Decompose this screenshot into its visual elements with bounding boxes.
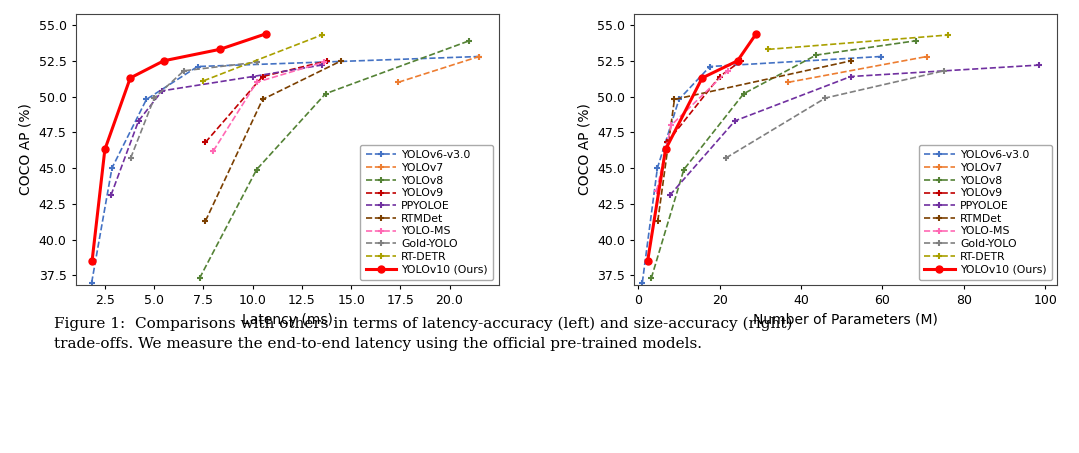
RTMDet [334, 58, 347, 63]
YOLOv6-v3.0 [106, 165, 119, 171]
Line: YOLOv7: YOLOv7 [784, 53, 930, 86]
YOLOv10 (Ours) [696, 75, 709, 81]
YOLO-MS [207, 148, 220, 154]
Line: RTMDet: RTMDet [202, 58, 345, 225]
PPYOLOE [105, 193, 118, 198]
Gold-YOLO [177, 68, 190, 73]
Line: PPYOLOE: PPYOLOE [108, 62, 325, 199]
YOLOv8 [809, 53, 822, 58]
PPYOLOE [132, 118, 145, 124]
RTMDet [668, 96, 681, 102]
X-axis label: Latency (ms): Latency (ms) [242, 313, 332, 327]
Text: Figure 1:  Comparisons with others in terms of latency-accuracy (left) and size-: Figure 1: Comparisons with others in ter… [54, 317, 792, 351]
Line: RT-DETR: RT-DETR [200, 32, 325, 84]
YOLOv9 [735, 58, 748, 63]
YOLOv10 (Ours) [659, 147, 672, 152]
YOLOv7 [473, 54, 486, 59]
YOLO-MS [317, 59, 330, 65]
YOLOv7 [920, 54, 933, 59]
YOLOv10 (Ours) [260, 31, 273, 36]
RT-DETR [197, 78, 210, 83]
RTMDet [199, 218, 211, 224]
YOLOv9 [660, 140, 673, 145]
Line: YOLOv6-v3.0: YOLOv6-v3.0 [88, 53, 482, 286]
YOLOv10 (Ours) [124, 75, 137, 81]
PPYOLOE [844, 74, 857, 79]
Line: YOLOv6-v3.0: YOLOv6-v3.0 [639, 53, 885, 286]
Legend: YOLOv6-v3.0, YOLOv7, YOLOv8, YOLOv9, PPYOLOE, RTMDet, YOLO-MS, Gold-YOLO, RT-DET: YOLOv6-v3.0, YOLOv7, YOLOv8, YOLOv9, PPY… [919, 145, 1052, 280]
YOLOv10 (Ours) [214, 47, 227, 52]
YOLOv9 [322, 58, 334, 63]
YOLOv10 (Ours) [641, 258, 654, 264]
PPYOLOE [1033, 63, 1046, 68]
YOLOv6-v3.0 [140, 96, 153, 102]
YOLOv9 [199, 140, 211, 145]
YOLOv8 [645, 275, 658, 281]
Line: YOLO-MS: YOLO-MS [209, 59, 327, 154]
RT-DETR [941, 32, 954, 38]
PPYOLOE [664, 193, 677, 198]
YOLOv8 [250, 167, 263, 172]
PPYOLOE [315, 63, 328, 68]
Line: YOLOv9: YOLOv9 [202, 58, 331, 146]
Line: RTMDet: RTMDet [654, 58, 855, 225]
YOLOv8 [193, 275, 206, 281]
Gold-YOLO [938, 68, 951, 73]
YOLOv6-v3.0 [636, 280, 648, 285]
YOLOv9 [256, 74, 269, 79]
Line: YOLOv10 (Ours): YOLOv10 (Ours) [88, 30, 270, 265]
YOLOv8 [678, 167, 691, 172]
Gold-YOLO [819, 95, 832, 101]
X-axis label: Number of Parameters (M): Number of Parameters (M) [753, 313, 939, 327]
YOLOv8 [463, 38, 476, 43]
Gold-YOLO [720, 155, 733, 161]
YOLOv6-v3.0 [672, 96, 685, 102]
Line: RT-DETR: RT-DETR [765, 32, 951, 53]
Line: Gold-YOLO: Gold-YOLO [722, 67, 947, 162]
Gold-YOLO [250, 59, 263, 65]
Gold-YOLO [148, 95, 161, 101]
YOLO-MS [250, 80, 263, 85]
Line: YOLOv10 (Ours): YOLOv10 (Ours) [644, 30, 760, 265]
YOLOv6-v3.0 [85, 280, 98, 285]
RTMDet [256, 96, 269, 102]
YOLOv10 (Ours) [98, 147, 111, 152]
YOLOv6-v3.0 [191, 64, 204, 69]
YOLOv7 [392, 80, 405, 85]
PPYOLOE [155, 88, 168, 94]
Line: YOLOv9: YOLOv9 [664, 58, 745, 146]
RTMDet [845, 58, 858, 63]
YOLOv10 (Ours) [750, 31, 763, 36]
YOLOv8 [319, 91, 332, 96]
YOLOv6-v3.0 [704, 64, 716, 69]
YOLOv10 (Ours) [85, 258, 98, 264]
PPYOLOE [246, 74, 259, 79]
YOLOv9 [713, 74, 726, 79]
Line: YOLOv7: YOLOv7 [395, 53, 482, 86]
YOLO-MS [722, 68, 735, 73]
YOLOv10 (Ours) [158, 58, 170, 63]
PPYOLOE [728, 118, 741, 124]
Y-axis label: COCO AP (%): COCO AP (%) [577, 104, 591, 195]
YOLOv7 [782, 80, 795, 85]
RTMDet [652, 218, 665, 224]
YOLOv6-v3.0 [473, 54, 486, 59]
YOLOv6-v3.0 [874, 54, 887, 59]
Y-axis label: COCO AP (%): COCO AP (%) [19, 104, 33, 195]
Gold-YOLO [124, 155, 137, 161]
YOLOv8 [737, 91, 750, 96]
Line: Gold-YOLO: Gold-YOLO [127, 59, 260, 162]
YOLO-MS [651, 188, 664, 194]
Line: YOLOv8: YOLOv8 [196, 37, 473, 282]
RT-DETR [762, 47, 775, 52]
RT-DETR [315, 32, 328, 38]
Line: YOLOv8: YOLOv8 [647, 37, 919, 282]
YOLO-MS [665, 122, 678, 128]
Line: YOLO-MS: YOLO-MS [653, 67, 732, 194]
YOLOv8 [910, 38, 923, 43]
YOLOv6-v3.0 [651, 165, 664, 171]
Legend: YOLOv6-v3.0, YOLOv7, YOLOv8, YOLOv9, PPYOLOE, RTMDet, YOLO-MS, Gold-YOLO, RT-DET: YOLOv6-v3.0, YOLOv7, YOLOv8, YOLOv9, PPY… [360, 145, 493, 280]
YOLOv10 (Ours) [732, 58, 745, 63]
Line: PPYOLOE: PPYOLOE [667, 62, 1042, 199]
